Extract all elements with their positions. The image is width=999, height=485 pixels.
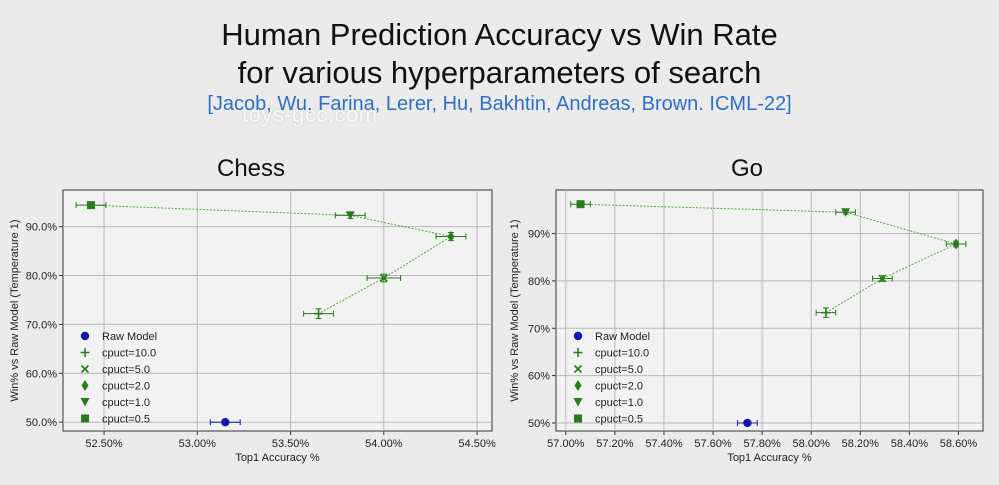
point-marker: [743, 418, 752, 428]
y-tick-label: 90%: [528, 229, 550, 241]
x-tick-label: 57.60%: [694, 438, 732, 450]
x-axis-label: Top1 Accuracy %: [727, 452, 812, 464]
legend-marker: [80, 398, 90, 407]
data-point-cpuct-0-5: [570, 200, 591, 209]
legend-marker: [81, 380, 89, 391]
legend-label: cpuct=10.0: [102, 348, 156, 360]
series-connector-line: [580, 203, 958, 314]
slide-title-line2: for various hyperparameters of search: [237, 55, 762, 90]
y-tick-label: 80%: [528, 276, 550, 288]
go-chart-title: Go: [731, 155, 764, 182]
legend-marker: [573, 364, 583, 374]
legend-marker: [574, 380, 582, 391]
legend-marker: [573, 398, 583, 407]
y-axis-label: Win% vs Raw Model (Temperature 1): [509, 219, 521, 401]
point-marker: [821, 308, 831, 318]
data-point-cpuct-2-0: [435, 230, 467, 242]
plot-area: [555, 189, 984, 432]
data-point-cpuct-5-0: [872, 274, 893, 283]
y-tick-label: 50%: [528, 418, 550, 430]
data-point-raw-model: [737, 418, 758, 428]
legend-marker: [573, 331, 583, 341]
legend-marker: [574, 414, 582, 423]
point-marker: [221, 418, 230, 427]
go-chart: 57.00% 57.20% 57.40% 57.60% 57.80% 58.00% 58.2…: [509, 189, 984, 464]
x-tick-label: 58.00%: [793, 438, 831, 450]
x-tick-label: 53.50%: [272, 438, 310, 450]
data-point-cpuct-1-0: [334, 211, 366, 220]
point-marker: [952, 238, 960, 250]
legend-label: cpuct=2.0: [102, 381, 150, 393]
x-tick-label: 58.40%: [891, 438, 929, 450]
point-marker: [841, 208, 851, 217]
legend-label: cpuct=1.0: [102, 397, 150, 409]
data-point-cpuct-2-0: [945, 238, 967, 250]
watermark: toys-gcc.com: [242, 102, 378, 127]
legend-label: cpuct=5.0: [595, 364, 643, 376]
data-point-cpuct-1-0: [835, 208, 856, 217]
plot-area: [62, 189, 493, 432]
y-tick-label: 90.0%: [26, 222, 57, 234]
y-tick-label: 60.0%: [26, 368, 57, 380]
legend-label: cpuct=5.0: [102, 364, 150, 376]
legend-marker: [81, 414, 89, 423]
x-tick-label: 58.20%: [842, 438, 880, 450]
x-tick-label: 57.00%: [547, 438, 585, 450]
chess-chart-title: Chess: [217, 155, 286, 182]
legend-label: cpuct=0.5: [102, 414, 150, 426]
data-point-cpuct-0-5: [75, 201, 107, 210]
point-marker: [314, 309, 324, 319]
y-tick-label: 70.0%: [26, 319, 57, 331]
x-tick-label: 53.00%: [179, 438, 217, 450]
x-tick-label: 57.20%: [596, 438, 634, 450]
slide-title-line1: Human Prediction Accuracy vs Win Rate: [221, 17, 778, 52]
legend: Raw Model cpuct=10.0 cpuct=5.0 cpuct=2.0 cpu…: [573, 331, 650, 426]
data-point-cpuct-10-0: [303, 308, 334, 320]
x-tick-label: 57.40%: [645, 438, 683, 450]
data-point-cpuct-10-0: [815, 307, 837, 318]
point-marker: [86, 201, 95, 210]
legend-label: Raw Model: [595, 331, 650, 343]
legend-marker: [80, 331, 90, 341]
x-tick-label: 54.50%: [458, 438, 496, 450]
point-marker: [878, 274, 887, 283]
x-tick-label: 57.80%: [743, 438, 781, 450]
legend-label: cpuct=2.0: [595, 381, 643, 393]
legend-label: Raw Model: [102, 331, 157, 343]
x-axis-label: Top1 Accuracy %: [235, 452, 320, 464]
data-point-raw-model: [209, 418, 241, 427]
legend-marker: [80, 364, 90, 374]
legend-marker: [573, 348, 583, 357]
point-marker: [379, 273, 388, 283]
chess-chart: 52.50% 53.00% 53.50% 54.00% 54.50% 50.0% 60.0%…: [9, 189, 496, 464]
x-tick-label: 54.00%: [365, 438, 403, 450]
y-tick-label: 50.0%: [26, 417, 57, 429]
point-marker: [576, 200, 585, 209]
y-tick-label: 60%: [528, 371, 550, 383]
legend-label: cpuct=0.5: [595, 414, 643, 426]
citation: [Jacob, Wu, Farina, Lerer, Hu, Bakhtin, …: [207, 93, 792, 115]
y-axis-label: Win% vs Raw Model (Temperature 1): [9, 219, 21, 401]
point-marker: [447, 230, 455, 242]
legend-label: cpuct=1.0: [595, 397, 643, 409]
x-tick-label: 58.60%: [940, 438, 978, 450]
y-tick-label: 80.0%: [26, 271, 57, 283]
data-point-cpuct-5-0: [366, 273, 402, 283]
y-tick-label: 70%: [528, 323, 550, 335]
legend-marker: [80, 348, 90, 357]
point-marker: [345, 211, 355, 220]
legend-label: cpuct=10.0: [595, 348, 649, 360]
legend: Raw Model cpuct=10.0 cpuct=5.0 cpuct=2.0 cpu…: [80, 331, 157, 426]
x-tick-label: 52.50%: [85, 438, 123, 450]
